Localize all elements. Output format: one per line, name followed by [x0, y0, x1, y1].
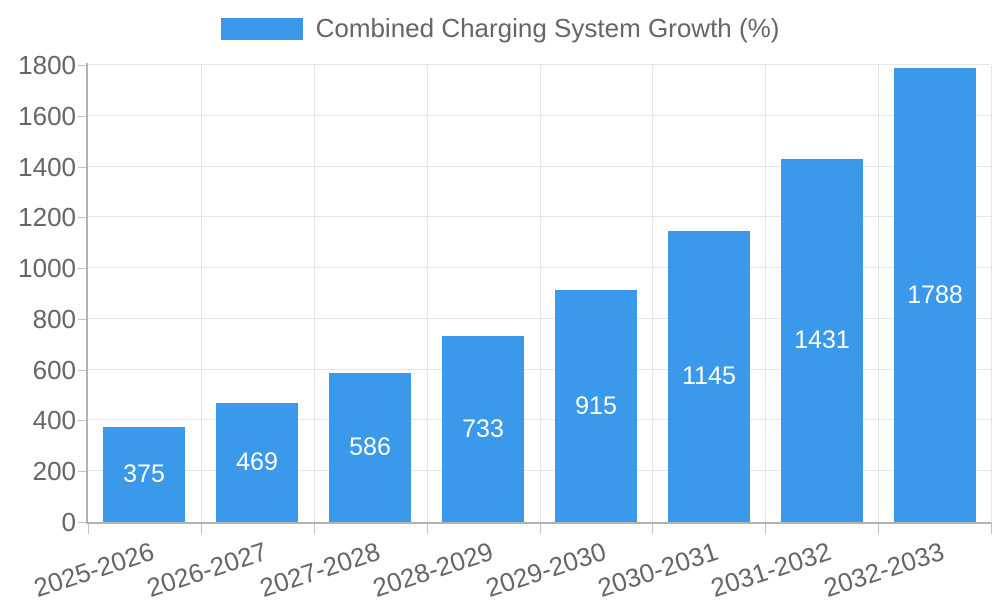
x-axis-tick-label: 2029-2030 — [481, 536, 610, 600]
gridline-x-boundary — [427, 65, 428, 522]
y-tick — [78, 522, 88, 523]
x-tick — [540, 522, 541, 534]
y-axis-tick-label: 1000 — [18, 253, 76, 283]
gridline-y-600 — [88, 369, 991, 370]
y-axis-tick-label: 200 — [32, 456, 76, 486]
bar-2032-2033[interactable] — [894, 68, 976, 522]
x-tick — [427, 522, 428, 534]
gridline-y-1600 — [88, 115, 991, 116]
y-tick — [78, 420, 88, 421]
y-tick — [78, 217, 88, 218]
x-axis-tick-label: 2031-2032 — [707, 536, 835, 600]
gridline-x-boundary — [201, 65, 202, 522]
y-axis-tick-label: 400 — [32, 405, 76, 435]
y-tick — [78, 370, 88, 371]
gridline-x-boundary — [765, 65, 766, 522]
x-axis-tick-label: 2032-2033 — [820, 536, 948, 600]
x-axis-line — [86, 522, 991, 524]
x-axis-tick-label: 2027-2028 — [255, 536, 384, 600]
gridline-x-boundary — [652, 65, 653, 522]
y-axis-line — [86, 63, 88, 522]
y-axis-tick-label: 1800 — [18, 50, 76, 80]
x-tick — [991, 522, 992, 534]
gridline-x-boundary — [314, 65, 315, 522]
y-axis-tick-label: 0 — [61, 507, 76, 537]
gridline-x-boundary — [540, 65, 541, 522]
gridline-y-1400 — [88, 166, 991, 167]
x-tick — [765, 522, 766, 534]
legend-swatch-icon — [220, 17, 303, 40]
y-axis-tick-label: 1400 — [18, 152, 76, 182]
y-axis-tick-label: 1600 — [18, 101, 76, 131]
y-tick — [78, 116, 88, 117]
y-tick — [78, 471, 88, 472]
x-tick — [201, 522, 202, 534]
y-axis-tick-label: 600 — [32, 355, 76, 385]
bar-2028-2029[interactable] — [442, 336, 524, 522]
gridline-y-800 — [88, 318, 991, 319]
y-axis-tick-label: 1200 — [18, 202, 76, 232]
bar-2027-2028[interactable] — [329, 373, 411, 522]
x-axis-tick-label: 2028-2029 — [368, 536, 497, 600]
x-axis-tick-label: 2026-2027 — [143, 536, 271, 600]
bar-2031-2032[interactable] — [781, 159, 863, 522]
x-axis-tick-label: 2030-2031 — [594, 536, 723, 600]
legend-label: Combined Charging System Growth (%) — [315, 13, 780, 43]
gridline-x-boundary — [991, 65, 992, 522]
chart-legend[interactable]: Combined Charging System Growth (%) — [0, 13, 1000, 44]
x-tick — [878, 522, 879, 534]
gridline-y-1200 — [88, 216, 991, 217]
gridline-x-boundary — [878, 65, 879, 522]
bar-2030-2031[interactable] — [668, 231, 750, 522]
gridline-y-1800 — [88, 64, 991, 65]
y-tick — [78, 319, 88, 320]
bar-2029-2030[interactable] — [555, 290, 637, 522]
bar-2025-2026[interactable] — [103, 427, 185, 522]
gridline-y-1000 — [88, 267, 991, 268]
gridline-y-400 — [88, 419, 991, 420]
y-tick — [78, 268, 88, 269]
y-tick — [78, 167, 88, 168]
y-tick — [78, 65, 88, 66]
gridline-y-200 — [88, 470, 991, 471]
x-tick — [88, 522, 89, 534]
bar-2026-2027[interactable] — [216, 403, 298, 522]
x-axis-tick-label: 2025-2026 — [30, 536, 158, 600]
x-tick — [652, 522, 653, 534]
x-tick — [314, 522, 315, 534]
y-axis-tick-label: 800 — [32, 304, 76, 334]
